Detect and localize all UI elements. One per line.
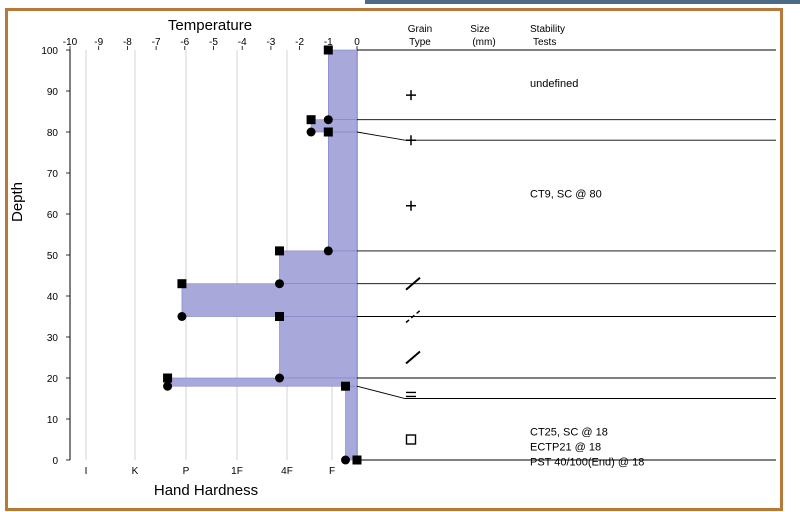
hardness-layer-bar — [279, 250, 358, 284]
bottom-axis-label: Hand Hardness — [154, 482, 258, 499]
stability-header-line1: Stability — [530, 24, 565, 35]
temperature-circle-marker — [163, 381, 173, 391]
depth-tick-label: 60 — [47, 210, 59, 221]
grain-symbols: undefined CT9, SC @ 80 CT25, SC @ 18 ECTP21… — [405, 78, 644, 468]
layer-boundary-lines — [356, 49, 776, 461]
depth-tick-label: 30 — [47, 333, 59, 344]
temperature-tick-label: -6 — [180, 37, 189, 48]
hardness-layer-bar — [310, 119, 358, 133]
temperature-square-marker — [352, 455, 362, 465]
depth-tick-label: 100 — [41, 46, 58, 57]
stability-test-note: CT9, SC @ 80 — [530, 189, 602, 201]
grain-dashed-slash-icon — [405, 309, 421, 324]
temperature-tick-label: -2 — [295, 37, 304, 48]
temperature-markers — [163, 45, 362, 465]
depth-tick-label: 20 — [47, 374, 59, 385]
hardness-layer-bar — [167, 377, 358, 387]
temperature-square-marker — [323, 45, 333, 55]
stability-test-note: CT25, SC @ 18 — [530, 426, 608, 438]
temperature-circle-marker — [323, 115, 333, 125]
hardness-tick-label: P — [183, 466, 190, 477]
top-axis-label: Temperature — [168, 17, 252, 34]
left-axis-label: Depth — [9, 182, 26, 222]
hardness-tick-label: K — [132, 466, 139, 477]
grain-double-bar-icon — [406, 391, 416, 398]
stability-test-note: undefined — [530, 78, 578, 90]
size-header-line1: Size — [470, 24, 490, 35]
temperature-square-marker — [163, 373, 173, 383]
stability-test-note: ECTP21 @ 18 — [530, 441, 601, 453]
temperature-circle-marker — [306, 127, 316, 137]
hardness-layer-bar — [345, 385, 358, 461]
hardness-tick-label: 1F — [231, 466, 243, 477]
temperature-tick-label: -3 — [266, 37, 275, 48]
depth-tick-label: 80 — [47, 128, 59, 139]
hardness-layer-bar — [327, 131, 358, 252]
hardness-layer-bar — [181, 283, 358, 317]
temperature-circle-marker — [177, 312, 187, 321]
depth-tick-label: 10 — [47, 415, 59, 426]
temperature-tick-label: -5 — [209, 37, 218, 48]
temperature-tick-label: -8 — [123, 37, 132, 48]
grain-open-square-icon — [405, 434, 417, 445]
depth-tick-label: 70 — [47, 169, 59, 180]
grain-slash-icon — [405, 276, 421, 291]
size-header-line2: (mm) — [472, 37, 495, 48]
temperature-circle-marker — [323, 246, 333, 256]
temperature-square-marker — [323, 127, 333, 137]
stability-header-line2: Tests — [533, 37, 556, 48]
temperature-circle-marker — [275, 279, 285, 289]
hardness-layer-bar — [327, 49, 358, 120]
grain-plus-icon — [406, 200, 416, 211]
temperature-square-marker — [275, 312, 285, 321]
temperature-circle-marker — [275, 373, 285, 383]
depth-tick-label: 50 — [47, 251, 59, 262]
temperature-square-marker — [177, 279, 187, 289]
stability-test-note: PST 40/100(End) @ 18 — [530, 456, 644, 468]
temperature-tick-label: -7 — [152, 37, 161, 48]
temperature-tick-label: -10 — [63, 37, 78, 48]
layer-boundary-line — [356, 131, 776, 141]
depth-tick-label: 0 — [52, 456, 58, 467]
hardness-profile-layer — [167, 49, 358, 461]
grid-layer: -10 -9 -8 -7 -6 -5 -4 -3 -2 -1 0010203040506070809… — [41, 37, 776, 477]
temperature-tick-label: -9 — [94, 37, 103, 48]
grain-slash-icon — [405, 350, 421, 365]
hardness-tick-label: 4F — [281, 466, 293, 477]
temperature-tick-label: 0 — [354, 37, 360, 48]
hardness-tick-label: F — [329, 466, 335, 477]
grain-header-line2: Type — [409, 37, 431, 48]
layer-boundary-line — [356, 385, 776, 399]
hardness-layer-bar — [279, 316, 358, 379]
plot-area — [70, 50, 776, 460]
temperature-circle-marker — [341, 455, 351, 465]
temperature-square-marker — [275, 246, 285, 256]
temperature-square-marker — [306, 115, 316, 125]
hardness-tick-label: I — [85, 466, 88, 477]
depth-tick-label: 40 — [47, 292, 59, 303]
temperature-square-marker — [341, 381, 351, 391]
grain-header-line1: Grain — [408, 24, 432, 35]
grain-plus-icon — [406, 90, 416, 101]
temperature-tick-label: -1 — [324, 37, 333, 48]
window-toolbar-strip — [365, 0, 800, 4]
temperature-tick-label: -4 — [238, 37, 247, 48]
depth-tick-label: 90 — [47, 87, 59, 98]
grain-plus-icon — [406, 135, 416, 146]
